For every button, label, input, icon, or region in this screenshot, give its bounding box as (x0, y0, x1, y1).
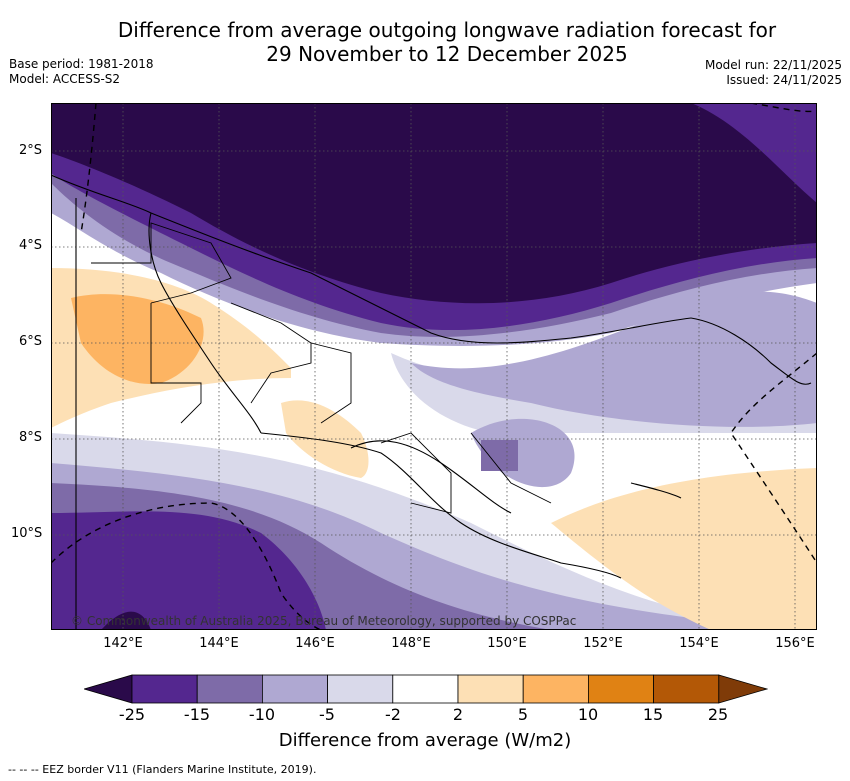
colorbar-cell (392, 674, 459, 704)
colorbar-cell (327, 674, 394, 704)
colorbar-tick: -25 (118, 705, 146, 724)
colorbar-cell (457, 674, 524, 704)
colorbar-tick: -5 (319, 705, 335, 724)
copyright: © Commonwealth of Australia 2025, Bureau… (71, 614, 576, 628)
lat-label: 8°S (19, 430, 43, 445)
colorbar (84, 674, 768, 704)
colorbar-cell (196, 674, 263, 704)
colorbar-title: Difference from average (W/m2) (278, 730, 572, 751)
lat-label: 6°S (19, 334, 43, 349)
map-panel: © Commonwealth of Australia 2025, Bureau… (51, 103, 817, 630)
colorbar-cell (653, 674, 720, 704)
meta-left: Base period: 1981-2018 Model: ACCESS-S2 (9, 57, 154, 87)
colorbar-tick: -2 (385, 705, 401, 724)
model-run: Model run: 22/11/2025 (704, 58, 842, 72)
model-name: Model: ACCESS-S2 (9, 72, 121, 86)
base-period: Base period: 1981-2018 (9, 57, 154, 71)
lon-label: 148°E (391, 636, 431, 651)
colorbar-cell (587, 674, 654, 704)
colorbar-tick: 5 (517, 705, 529, 724)
colorbar-cell (522, 674, 589, 704)
lon-label: 150°E (487, 636, 527, 651)
lon-label: 144°E (199, 636, 239, 651)
title-line-2: 29 November to 12 December 2025 (266, 42, 628, 66)
lon-label: 146°E (295, 636, 335, 651)
colorbar-cell (261, 674, 328, 704)
eez-border (51, 103, 817, 630)
province-borders (91, 222, 552, 514)
lon-label: 142°E (103, 636, 143, 651)
meta-right: Model run: 22/11/2025 Issued: 24/11/2025 (705, 58, 842, 88)
colorbar-tick: 10 (577, 705, 599, 724)
colorbar-tick: 15 (642, 705, 664, 724)
lat-label: 2°S (19, 143, 43, 158)
map-title: Difference from average outgoing longwav… (0, 18, 850, 66)
colorbar-tick: -15 (183, 705, 211, 724)
lon-label: 152°E (583, 636, 623, 651)
colorbar-extend-low (84, 674, 133, 704)
lon-label: 154°E (679, 636, 719, 651)
colorbar-tick: 2 (452, 705, 464, 724)
colorbar-cell (131, 674, 198, 704)
issued-date: Issued: 24/11/2025 (726, 73, 842, 87)
lat-label: 4°S (19, 238, 43, 253)
colorbar-extend-high (718, 674, 768, 704)
lon-label: 156°E (775, 636, 815, 651)
colorbar-tick: -10 (248, 705, 276, 724)
colorbar-tick: 25 (707, 705, 729, 724)
lat-label: 10°S (11, 526, 43, 541)
title-line-1: Difference from average outgoing longwav… (117, 18, 777, 42)
eez-legend: -- -- -- EEZ border V11 (Flanders Marine… (8, 763, 317, 776)
